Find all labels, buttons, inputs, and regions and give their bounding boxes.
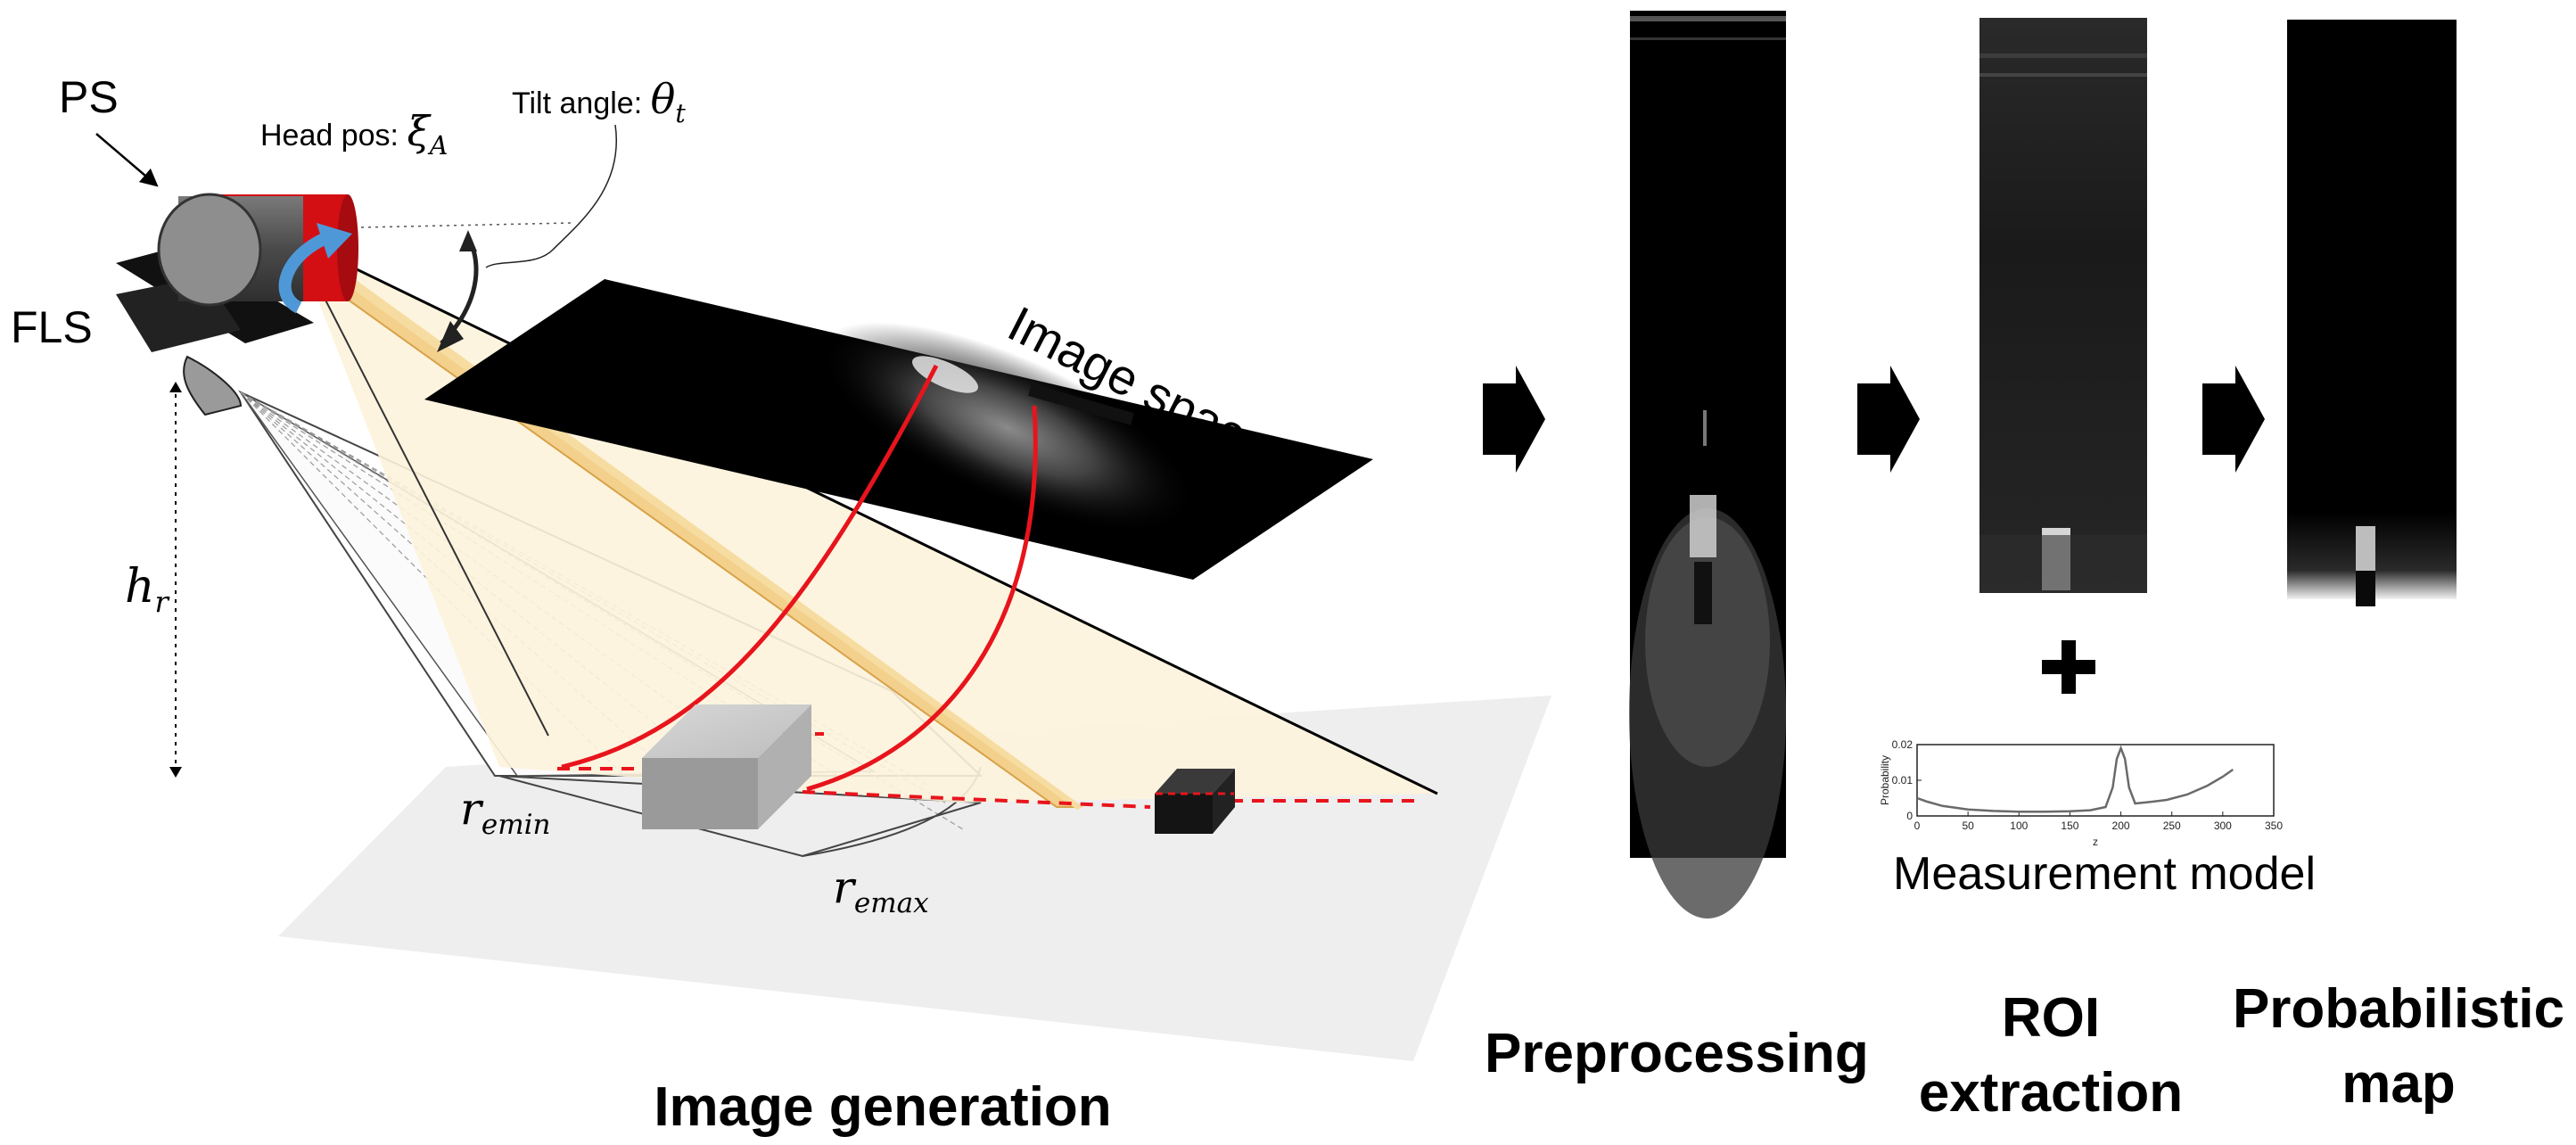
preprocessing-image <box>1629 11 1786 918</box>
tilt-text: Tilt angle: <box>512 86 643 120</box>
roi-line-2: extraction <box>1918 1062 2184 1124</box>
range-line-far <box>802 790 1151 809</box>
image-space-return <box>818 322 1197 534</box>
plot-x-tick-label: 350 <box>2265 820 2283 832</box>
ps-label: PS <box>59 72 119 122</box>
plot-x-tick-label: 300 <box>2214 820 2232 832</box>
arrow-1 <box>1483 366 1545 473</box>
caption-probabilistic-map: Probabilistic map <box>2220 972 2576 1122</box>
head-pos-label: Head pos: ξA <box>260 107 448 161</box>
tilt-angle-label: Tilt angle: θt <box>512 75 686 128</box>
plot-y-tick-label: 0.01 <box>1892 774 1913 787</box>
projection-arc-1 <box>561 364 939 770</box>
camera-beam-top-edge <box>293 237 1438 795</box>
plot-x-tick-label: 200 <box>2112 820 2130 832</box>
plot-x-tick-label: 0 <box>1914 820 1921 832</box>
head-pos-symbol: ξA <box>407 107 449 161</box>
prob-line-1: Probabilistic <box>2232 978 2565 1040</box>
r-emax-label: remax <box>833 861 929 919</box>
arrow-3 <box>2202 366 2265 473</box>
plot-ticks: 0 50 100 150 200 250 300 350 0 0.01 0.02 <box>1892 738 2284 832</box>
plus-sign <box>2042 640 2095 694</box>
arrow-2 <box>1857 366 1920 473</box>
tilt-leader-line <box>485 124 618 268</box>
rotation-arrow <box>278 230 333 314</box>
projection-arc-2 <box>806 405 1038 792</box>
caption-image-generation: Image generation <box>654 1076 1112 1138</box>
measurement-model-plot: 0 50 100 150 200 250 300 350 0 0.01 0.02 z Probabi… <box>1879 738 2283 848</box>
black-box-object <box>1155 769 1235 834</box>
camera-beam-left-edge <box>293 238 549 737</box>
plot-y-tick-label: 0 <box>1906 810 1913 822</box>
caption-measurement-model: Measurement model <box>1893 848 2316 900</box>
caption-preprocessing: Preprocessing <box>1485 1023 1869 1084</box>
tilt-symbol: θt <box>650 75 686 128</box>
plot-x-tick-label: 100 <box>2010 820 2028 832</box>
probabilistic-map-image <box>2287 20 2457 606</box>
head-pos-text: Head pos: <box>260 119 399 152</box>
plot-x-tick-label: 250 <box>2163 820 2181 832</box>
plot-y-tick-label: 0.02 <box>1892 738 1913 751</box>
plot-series-line <box>1916 745 2234 813</box>
plot-x-tick-label: 50 <box>1962 820 1974 832</box>
r-emin-label: remin <box>460 783 551 841</box>
roi-image <box>1979 18 2147 593</box>
tilt-reference-line <box>360 222 572 228</box>
height-label: hr <box>125 560 169 620</box>
gray-box-object <box>642 704 811 829</box>
roi-line-1: ROI <box>2001 987 2101 1049</box>
caption-roi-extraction: ROI extraction <box>1908 981 2193 1131</box>
plot-y-label: Probability <box>1879 755 1891 805</box>
plot-x-tick-label: 150 <box>2061 820 2078 832</box>
prob-line-2: map <box>2341 1053 2456 1115</box>
fls-label: FLS <box>11 302 93 352</box>
ps-pointer <box>95 133 159 187</box>
ps-camera <box>157 193 358 307</box>
plot-x-label: z <box>2093 836 2098 848</box>
